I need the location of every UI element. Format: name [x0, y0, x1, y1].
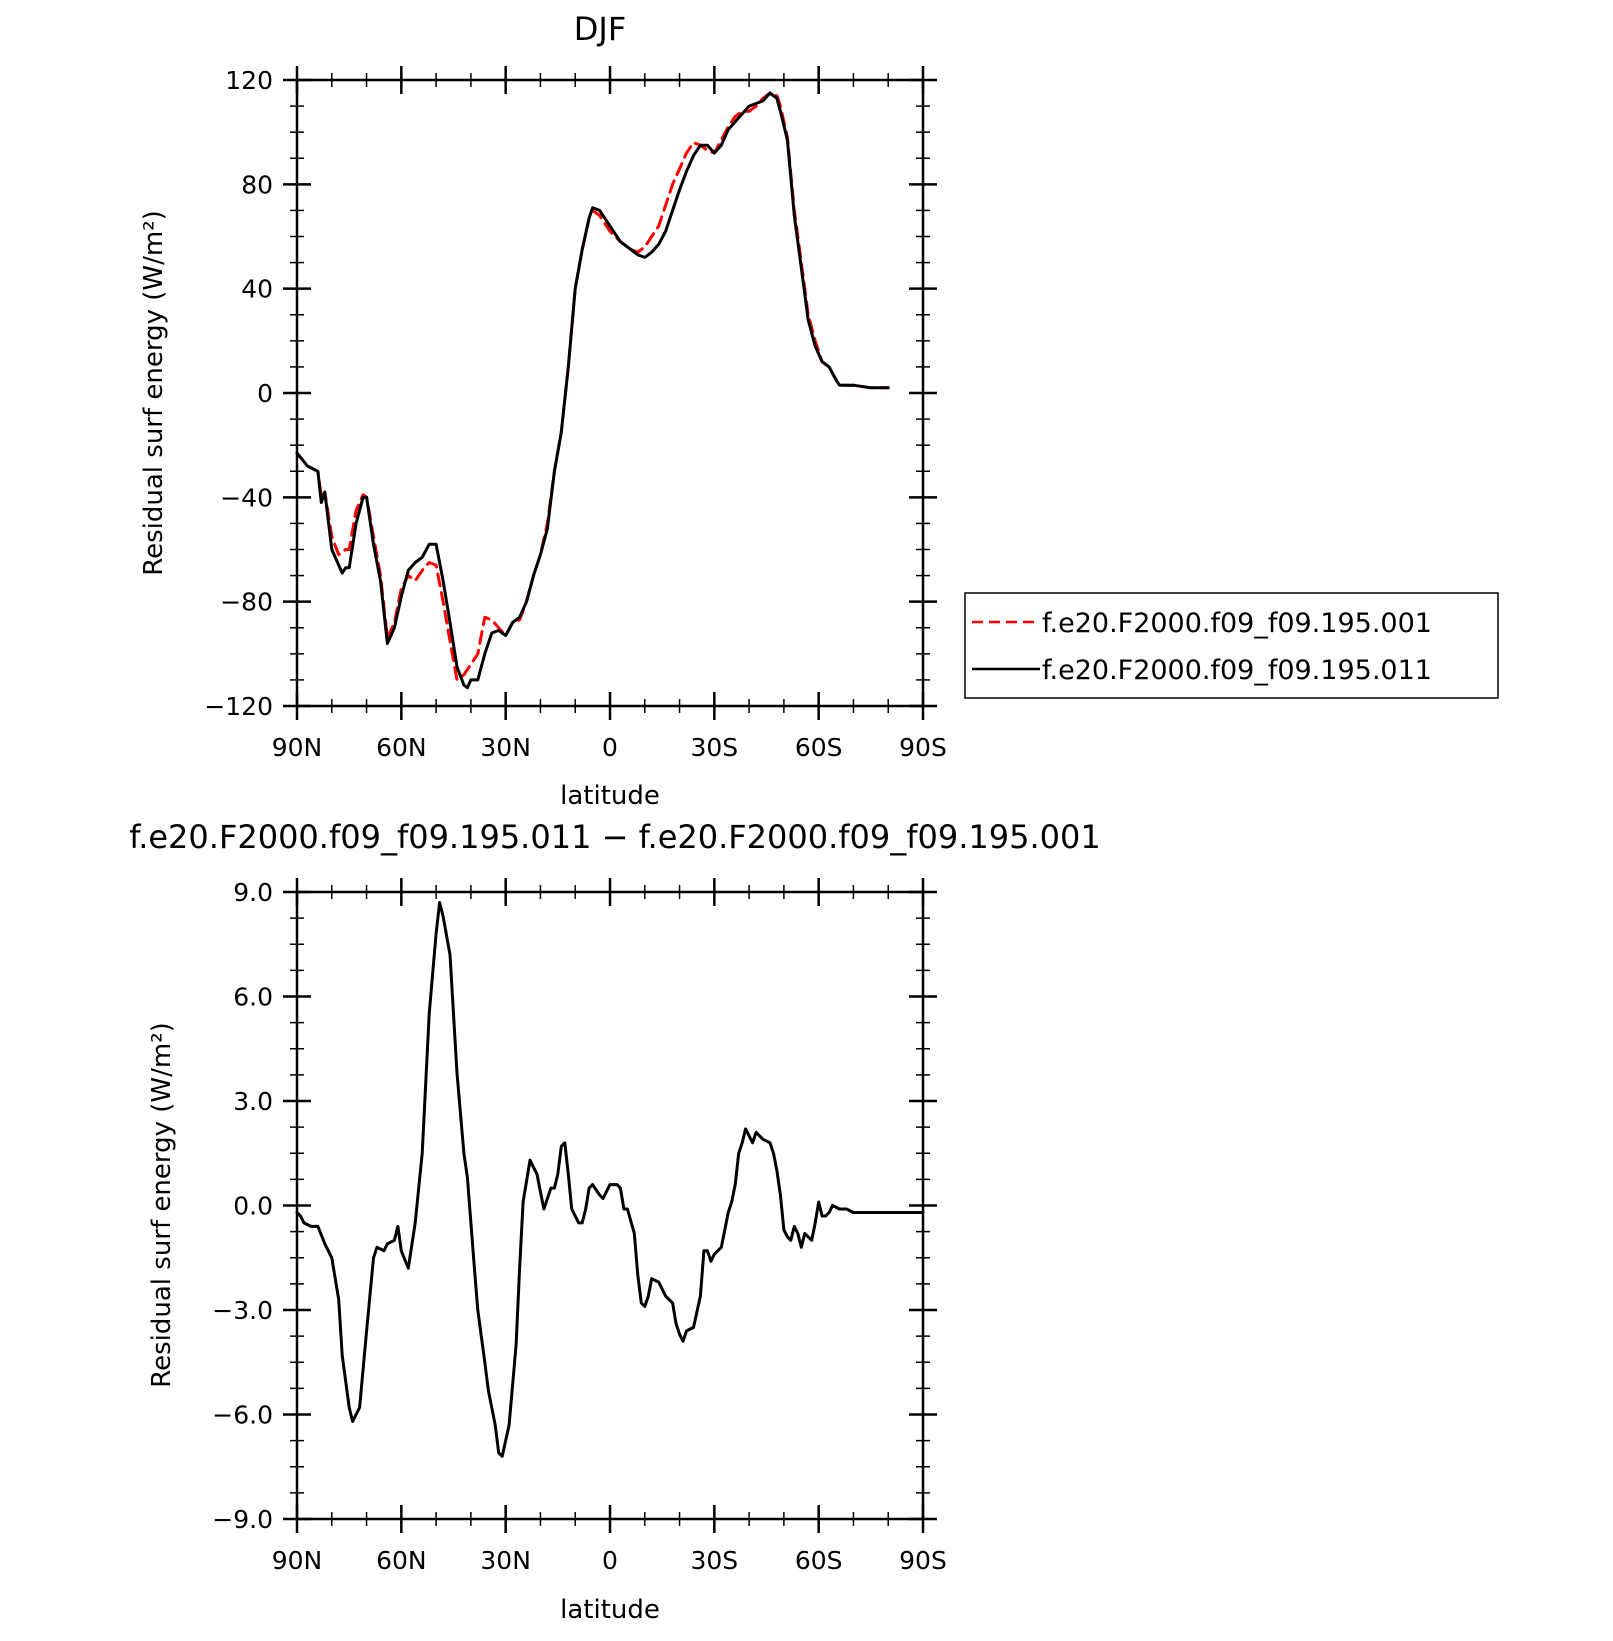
legend: f.e20.F2000.f09_f09.195.001 f.e20.F2000.… — [964, 592, 1499, 699]
legend-label-series-1: f.e20.F2000.f09_f09.195.001 — [1042, 608, 1432, 639]
bottom-major-ticks — [283, 878, 937, 1533]
top-x-tick-label: 30N — [480, 733, 531, 762]
top-y-tick-label: −40 — [220, 483, 273, 512]
bottom-y-tick-label: 6.0 — [233, 983, 273, 1012]
bottom-x-tick-label: 90S — [899, 1546, 947, 1575]
top-x-tick-label: 60N — [376, 733, 427, 762]
top-y-tick-label: 0 — [257, 379, 273, 408]
top-y-tick-label: 40 — [241, 275, 273, 304]
bottom-series-line-1 — [295, 901, 925, 1458]
top-x-tick-label: 30S — [690, 733, 738, 762]
bottom-plot-frame — [295, 890, 925, 1521]
top-y-axis-label: Residual surf energy (W/m²) — [139, 210, 169, 576]
legend-label-series-2: f.e20.F2000.f09_f09.195.011 — [1042, 655, 1432, 686]
bottom-y-tick-label: −3.0 — [212, 1296, 273, 1325]
top-series-line-2 — [295, 91, 890, 690]
bottom-y-tick-label: 9.0 — [233, 878, 273, 907]
top-plot-frame — [295, 78, 925, 708]
bottom-y-tick-label: −9.0 — [212, 1505, 273, 1534]
bottom-x-tick-label: 90N — [272, 1546, 323, 1575]
top-y-tick-label: 120 — [225, 66, 273, 95]
top-x-tick-label: 0 — [602, 733, 618, 762]
bottom-x-axis-label: latitude — [560, 1595, 660, 1625]
bottom-x-tick-label: 0 — [602, 1546, 618, 1575]
top-x-axis-label: latitude — [560, 781, 660, 811]
top-x-tick-label: 60S — [795, 733, 843, 762]
top-x-tick-label: 90S — [899, 733, 947, 762]
top-minor-ticks — [290, 73, 930, 713]
top-major-ticks — [283, 66, 937, 720]
bottom-y-tick-label: 0.0 — [233, 1192, 273, 1221]
bottom-y-tick-label: −6.0 — [212, 1401, 273, 1430]
bottom-x-tick-label: 30N — [480, 1546, 531, 1575]
top-y-tick-labels: −120 −80 −40 0 40 80 120 — [204, 66, 273, 721]
top-y-tick-label: −80 — [220, 588, 273, 617]
bottom-y-tick-label: 3.0 — [233, 1087, 273, 1116]
bottom-series-lines — [295, 901, 925, 1458]
bottom-chart-title: f.e20.F2000.f09_f09.195.011 − f.e20.F200… — [129, 818, 1101, 856]
top-x-tick-label: 90N — [272, 733, 323, 762]
bottom-x-tick-labels: 90N 60N 30N 0 30S 60S 90S — [272, 1546, 947, 1575]
bottom-x-tick-label: 30S — [690, 1546, 738, 1575]
top-series-line-1 — [295, 91, 890, 682]
bottom-x-tick-label: 60S — [795, 1546, 843, 1575]
bottom-y-tick-labels: −9.0 −6.0 −3.0 0.0 3.0 6.0 9.0 — [212, 878, 273, 1534]
bottom-y-axis-label: Residual surf energy (W/m²) — [147, 1022, 177, 1388]
top-y-tick-label: 80 — [241, 170, 273, 199]
top-y-tick-label: −120 — [204, 692, 273, 721]
bottom-panel: f.e20.F2000.f09_f09.195.011 − f.e20.F200… — [129, 818, 1101, 1625]
top-series-lines — [295, 91, 890, 690]
top-chart-title: DJF — [574, 10, 626, 48]
top-x-tick-labels: 90N 60N 30N 0 30S 60S 90S — [272, 733, 947, 762]
bottom-x-tick-label: 60N — [376, 1546, 427, 1575]
legend-box — [964, 592, 1499, 699]
